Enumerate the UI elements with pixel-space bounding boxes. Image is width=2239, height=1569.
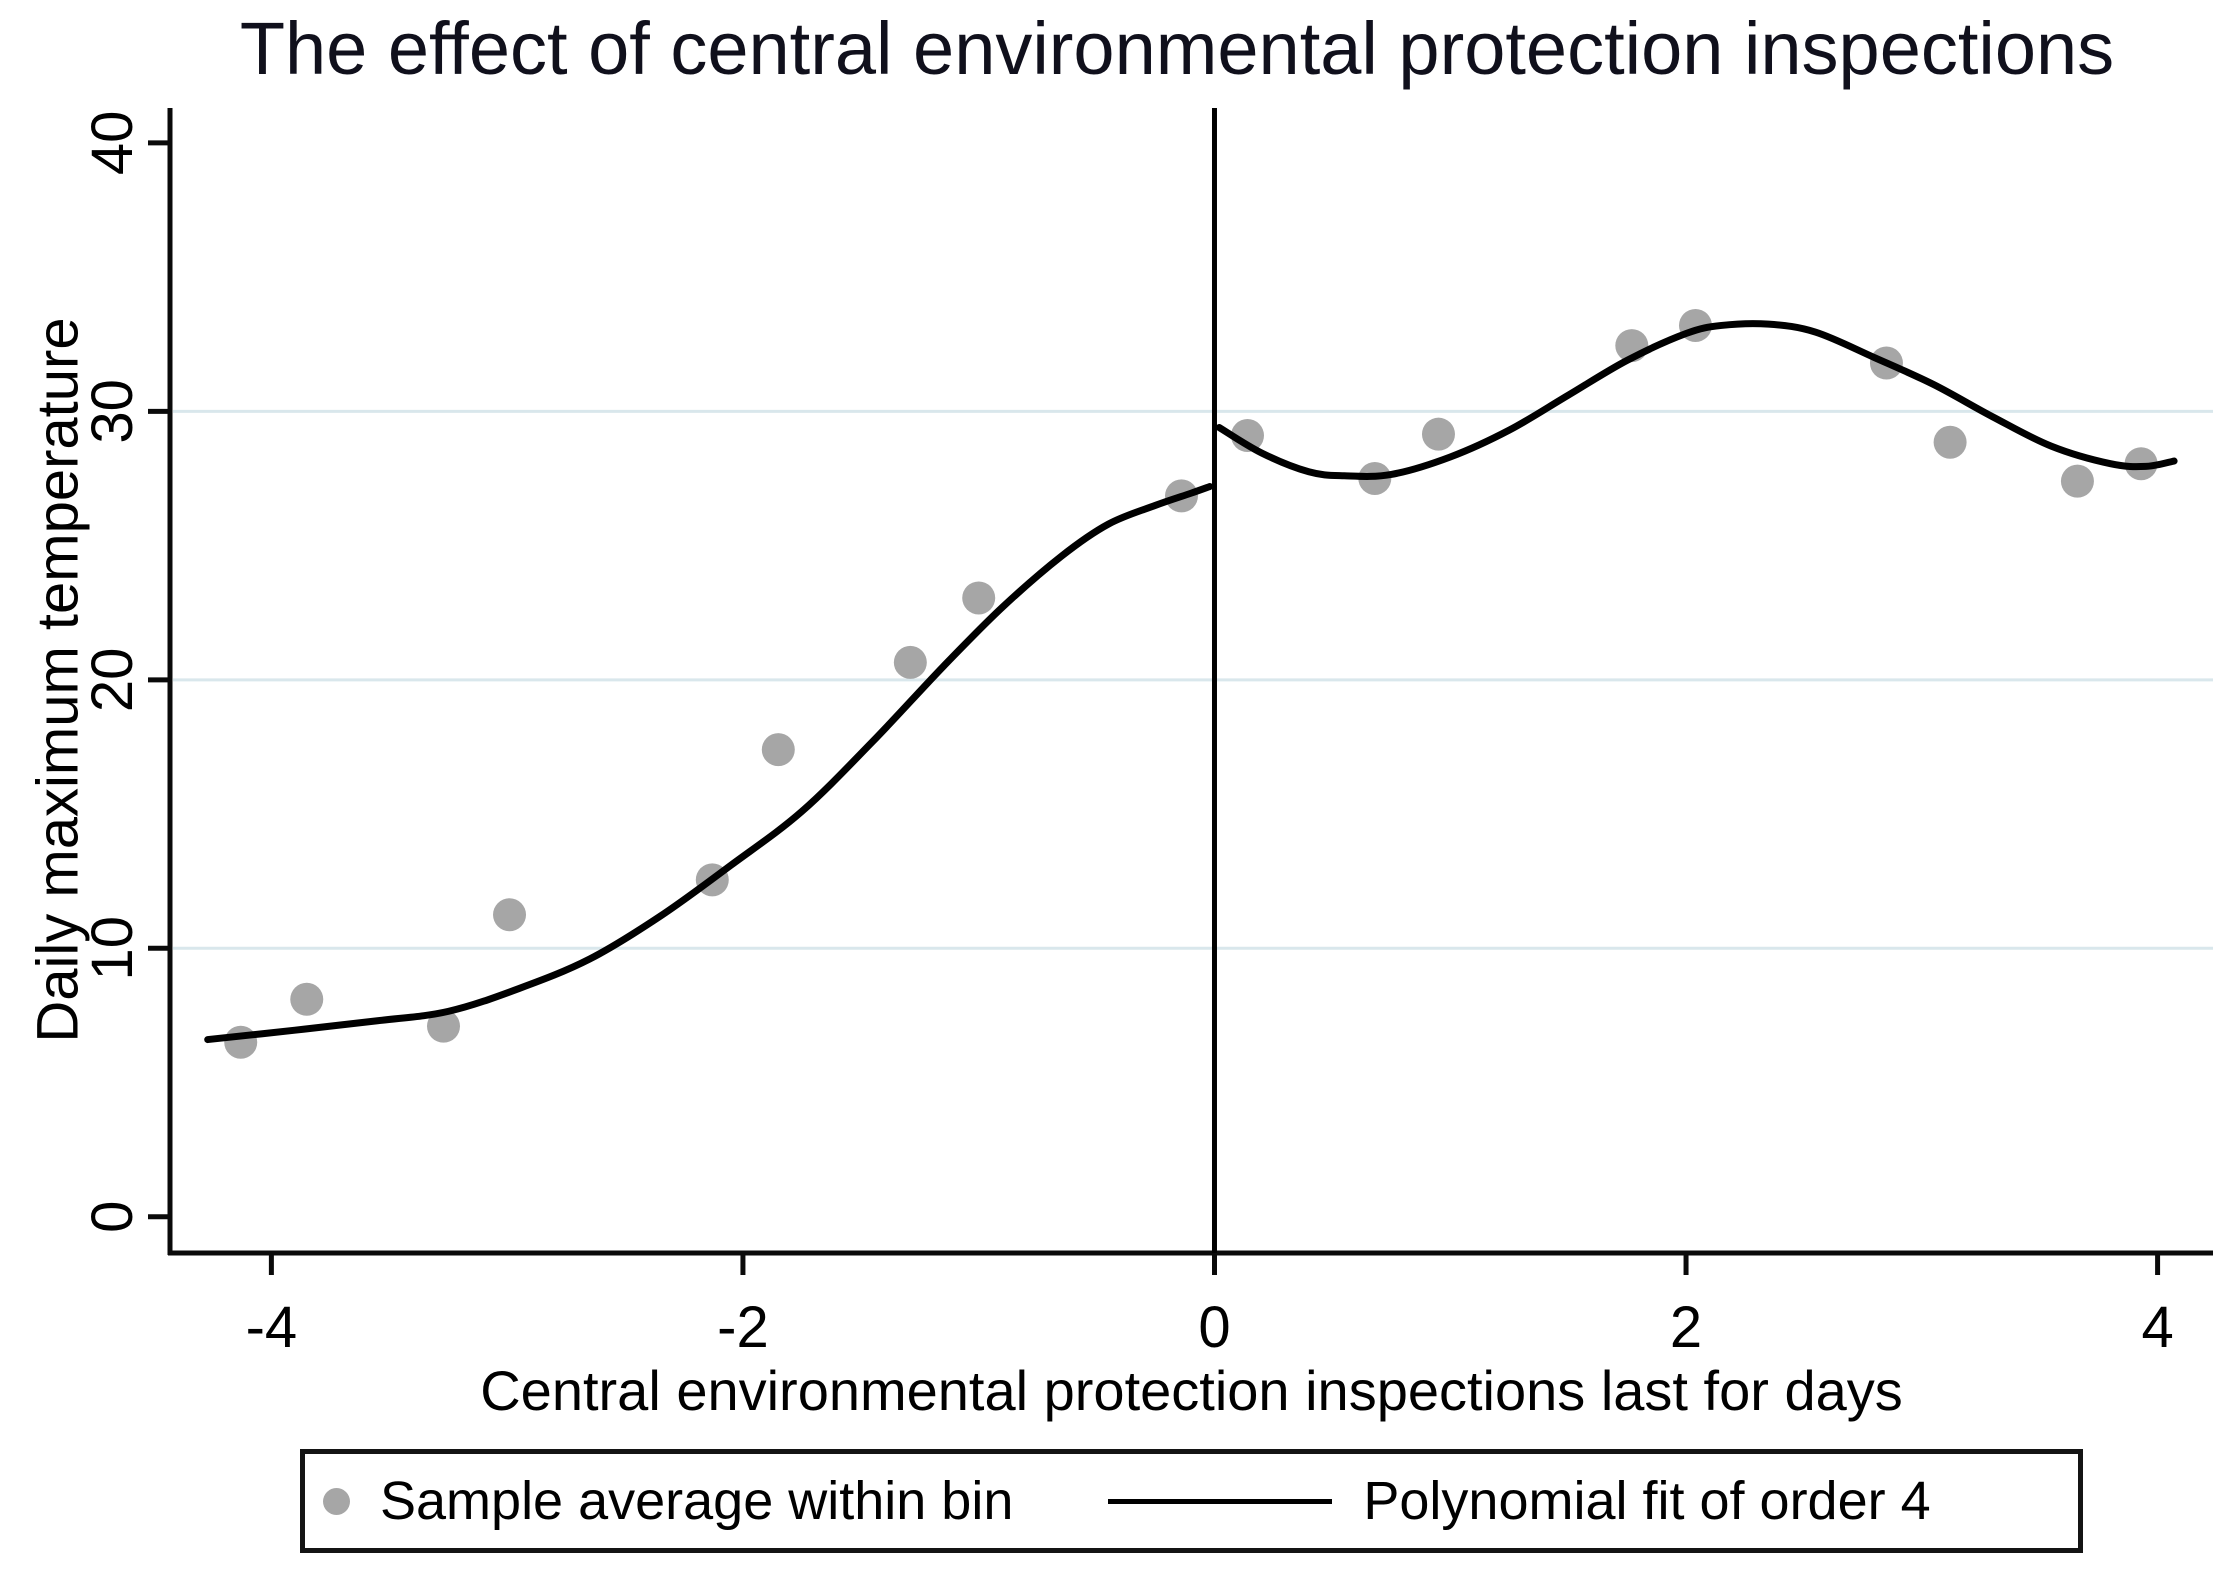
chart-title: The effect of central environmental prot… xyxy=(239,7,2115,90)
legend-item-polynomial-fit: Polynomial fit of order 4 xyxy=(1108,1470,1931,1532)
legend-dot-marker-icon xyxy=(323,1487,350,1515)
scatter-point xyxy=(1421,417,1455,451)
y-tick-label: 40 xyxy=(80,111,145,176)
x-tick-label: -2 xyxy=(717,1295,769,1360)
polynomial-fit-left xyxy=(204,483,1214,1044)
legend-label-polynomial-fit: Polynomial fit of order 4 xyxy=(1363,1471,1931,1531)
y-tick-label: 0 xyxy=(80,1201,145,1233)
scatter-point xyxy=(2060,464,2094,498)
scatter-point xyxy=(761,733,795,767)
legend-label-sample-average: Sample average within bin xyxy=(380,1471,1014,1531)
legend-item-sample-average: Sample average within bin xyxy=(323,1470,1013,1532)
scatter-point xyxy=(493,898,527,932)
scatter-point xyxy=(893,645,927,679)
x-tick-label: 4 xyxy=(2141,1295,2173,1360)
x-tick-label: 2 xyxy=(1670,1295,1702,1360)
x-tick-label: -4 xyxy=(246,1295,298,1360)
scatter-point xyxy=(290,982,324,1016)
polynomial-fit-right xyxy=(1215,320,2178,480)
scatter-point xyxy=(224,1025,258,1059)
y-tick-label: 10 xyxy=(80,916,145,981)
y-tick-label: 20 xyxy=(80,648,145,713)
scatter-point xyxy=(962,581,996,615)
legend-box: Sample average within bin Polynomial fit… xyxy=(300,1449,2083,1553)
scatter-point xyxy=(427,1009,461,1043)
x-axis-title: Central environmental protection inspect… xyxy=(480,1359,1903,1422)
y-tick-label: 30 xyxy=(80,379,145,444)
legend-line-marker-icon xyxy=(1108,1498,1333,1504)
scatter-point xyxy=(1933,425,1967,459)
x-tick-label: 0 xyxy=(1198,1295,1230,1360)
